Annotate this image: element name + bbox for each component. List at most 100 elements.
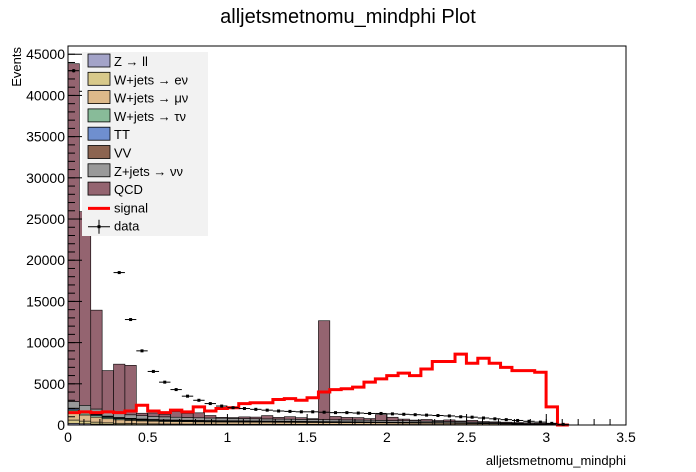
stack-bar — [204, 417, 217, 421]
stack-bar — [261, 418, 274, 422]
legend-swatch — [87, 108, 111, 123]
legend-entry: signal — [88, 200, 148, 215]
data-point — [534, 420, 547, 424]
stack-bar — [466, 420, 479, 423]
data-point — [272, 409, 285, 413]
stack-bar — [204, 415, 217, 419]
stack-bar — [90, 309, 103, 410]
x-tick-label: 0.5 — [138, 429, 158, 445]
legend-entry: W+jets → eν — [87, 71, 188, 87]
data-point — [215, 404, 228, 408]
legend-entry: TT — [87, 126, 130, 142]
y-tick-label: 5000 — [34, 376, 65, 392]
y-tick-label: 30000 — [26, 170, 65, 186]
stack-bar — [67, 401, 80, 409]
stack-bar — [318, 320, 331, 420]
data-point — [318, 410, 330, 414]
legend-swatch — [87, 181, 111, 196]
legend-entry: data — [88, 219, 140, 234]
stack-bar — [261, 415, 274, 420]
stack-bar — [249, 416, 262, 420]
legend-entry: Z+jets → νν — [87, 163, 183, 179]
stack-bar — [124, 414, 137, 419]
data-point — [341, 411, 353, 415]
x-tick-label: 0 — [64, 429, 72, 445]
data-point — [523, 419, 535, 423]
data-point — [307, 410, 319, 414]
stack-bar — [135, 412, 148, 416]
stack-bar — [158, 414, 171, 418]
data-point — [181, 394, 194, 398]
stack-bar — [181, 421, 194, 425]
stack-bar — [101, 370, 114, 413]
stack-bar — [192, 421, 205, 425]
stack-bar — [170, 411, 183, 418]
data-point — [250, 407, 262, 411]
stack-bar — [238, 416, 251, 419]
legend-label: W+jets → μν — [114, 91, 188, 106]
stack-bar — [420, 419, 433, 422]
stack-bar — [135, 420, 148, 425]
x-axis-label: alljetsmetnomu_mindphi — [486, 453, 626, 468]
signal-line — [68, 352, 569, 427]
stack-bar — [147, 416, 160, 420]
data-point — [443, 414, 456, 418]
stack-bar — [181, 417, 194, 421]
stack-bar — [375, 414, 388, 421]
stack-bar — [79, 420, 92, 425]
stack-bar — [477, 421, 490, 423]
legend-label: W+jets → eν — [114, 72, 188, 87]
stack-bar — [147, 412, 160, 417]
legend-label: Z → ll — [114, 54, 148, 69]
legend-label: signal — [114, 200, 148, 215]
stack-bar — [272, 418, 285, 422]
data-point — [124, 318, 137, 322]
data-point — [363, 411, 376, 415]
stack-bar — [238, 418, 251, 422]
legend-entry: VV — [87, 145, 132, 161]
y-tick-label: 0 — [57, 417, 65, 433]
data-point — [398, 412, 410, 416]
stack-bar — [227, 417, 240, 419]
signal-histogram — [68, 352, 569, 427]
stack-bar — [238, 421, 251, 425]
data-point — [170, 388, 182, 392]
stack-bar — [158, 416, 171, 421]
stack-bar — [306, 419, 319, 422]
stack-bar — [79, 405, 92, 412]
data-point — [477, 416, 490, 420]
data-point — [136, 349, 148, 353]
stack-bar — [204, 421, 217, 425]
stack-bar — [386, 416, 399, 421]
stack-bar — [170, 421, 183, 425]
data-point — [147, 369, 160, 373]
stack-bar — [454, 420, 467, 423]
stack-bar — [352, 417, 365, 421]
legend-swatch — [87, 145, 111, 159]
legend-entry: W+jets → τν — [87, 108, 186, 124]
legend-label: QCD — [114, 182, 143, 197]
stack-bar — [283, 416, 296, 420]
y-tick-label: 10000 — [26, 335, 65, 351]
data-point — [466, 415, 478, 419]
y-tick-label: 15000 — [26, 293, 65, 309]
stack-bar — [272, 421, 285, 425]
data-point — [352, 411, 364, 415]
stack-bar — [283, 418, 296, 422]
data-point — [386, 412, 399, 416]
x-tick-label: 1 — [224, 429, 232, 445]
stack-bar — [227, 418, 240, 422]
data-point — [159, 380, 171, 384]
data-point — [557, 422, 569, 426]
data-point — [455, 415, 467, 419]
stack-bar — [272, 417, 285, 420]
legend-label: VV — [114, 146, 132, 161]
legend: Z → ll W+jets → eν W+jets → μν W+jets → τν T… — [82, 52, 208, 236]
stack-bar — [215, 421, 228, 425]
stack-bar — [181, 413, 194, 418]
data-point — [204, 402, 216, 406]
legend-label: data — [114, 219, 140, 234]
stack-bar — [431, 420, 444, 422]
stack-bar — [215, 417, 228, 419]
stack-bar — [79, 211, 92, 406]
